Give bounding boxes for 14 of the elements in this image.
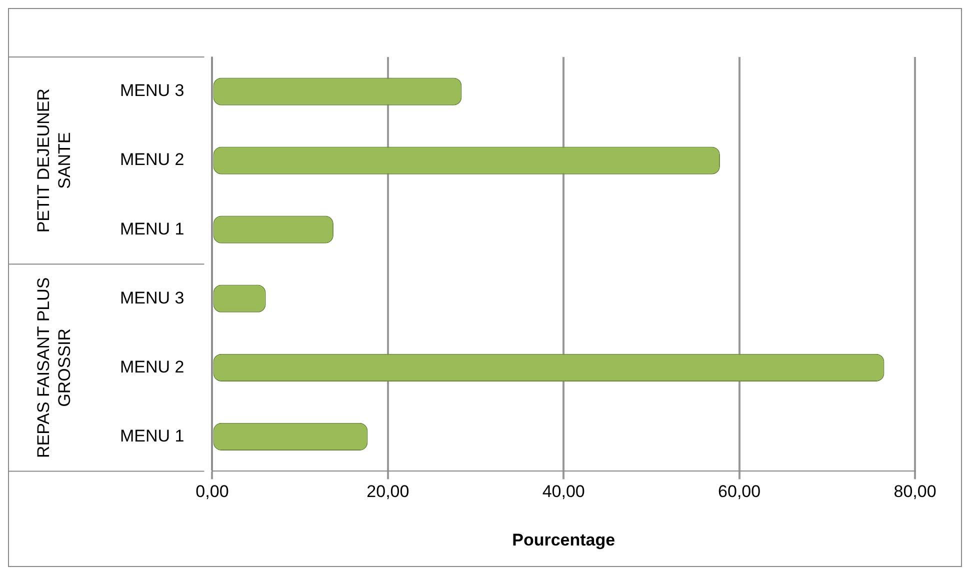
x-tick-label: 80,00 bbox=[894, 482, 936, 502]
y-tick-label: MENU 3 bbox=[120, 288, 184, 308]
y-tick-label: MENU 2 bbox=[120, 150, 184, 170]
x-tick-label: 20,00 bbox=[366, 482, 410, 502]
y-tick-label: MENU 1 bbox=[120, 426, 184, 446]
x-tick-label: 40,00 bbox=[542, 482, 585, 502]
x-tick-label: 0,00 bbox=[196, 482, 229, 502]
y-tick-label: MENU 3 bbox=[120, 81, 184, 100]
x-tick-label: 60,00 bbox=[718, 482, 761, 502]
text: REPAS FAISANT PLUS GROSSIR bbox=[34, 277, 74, 458]
y-tick-label: MENU 2 bbox=[120, 357, 184, 376]
x-axis-title: Pourcentage bbox=[512, 530, 616, 550]
text: PETIT DEJEUNER SANTE bbox=[34, 88, 74, 233]
y-tick-label: MENU 1 bbox=[120, 219, 184, 238]
